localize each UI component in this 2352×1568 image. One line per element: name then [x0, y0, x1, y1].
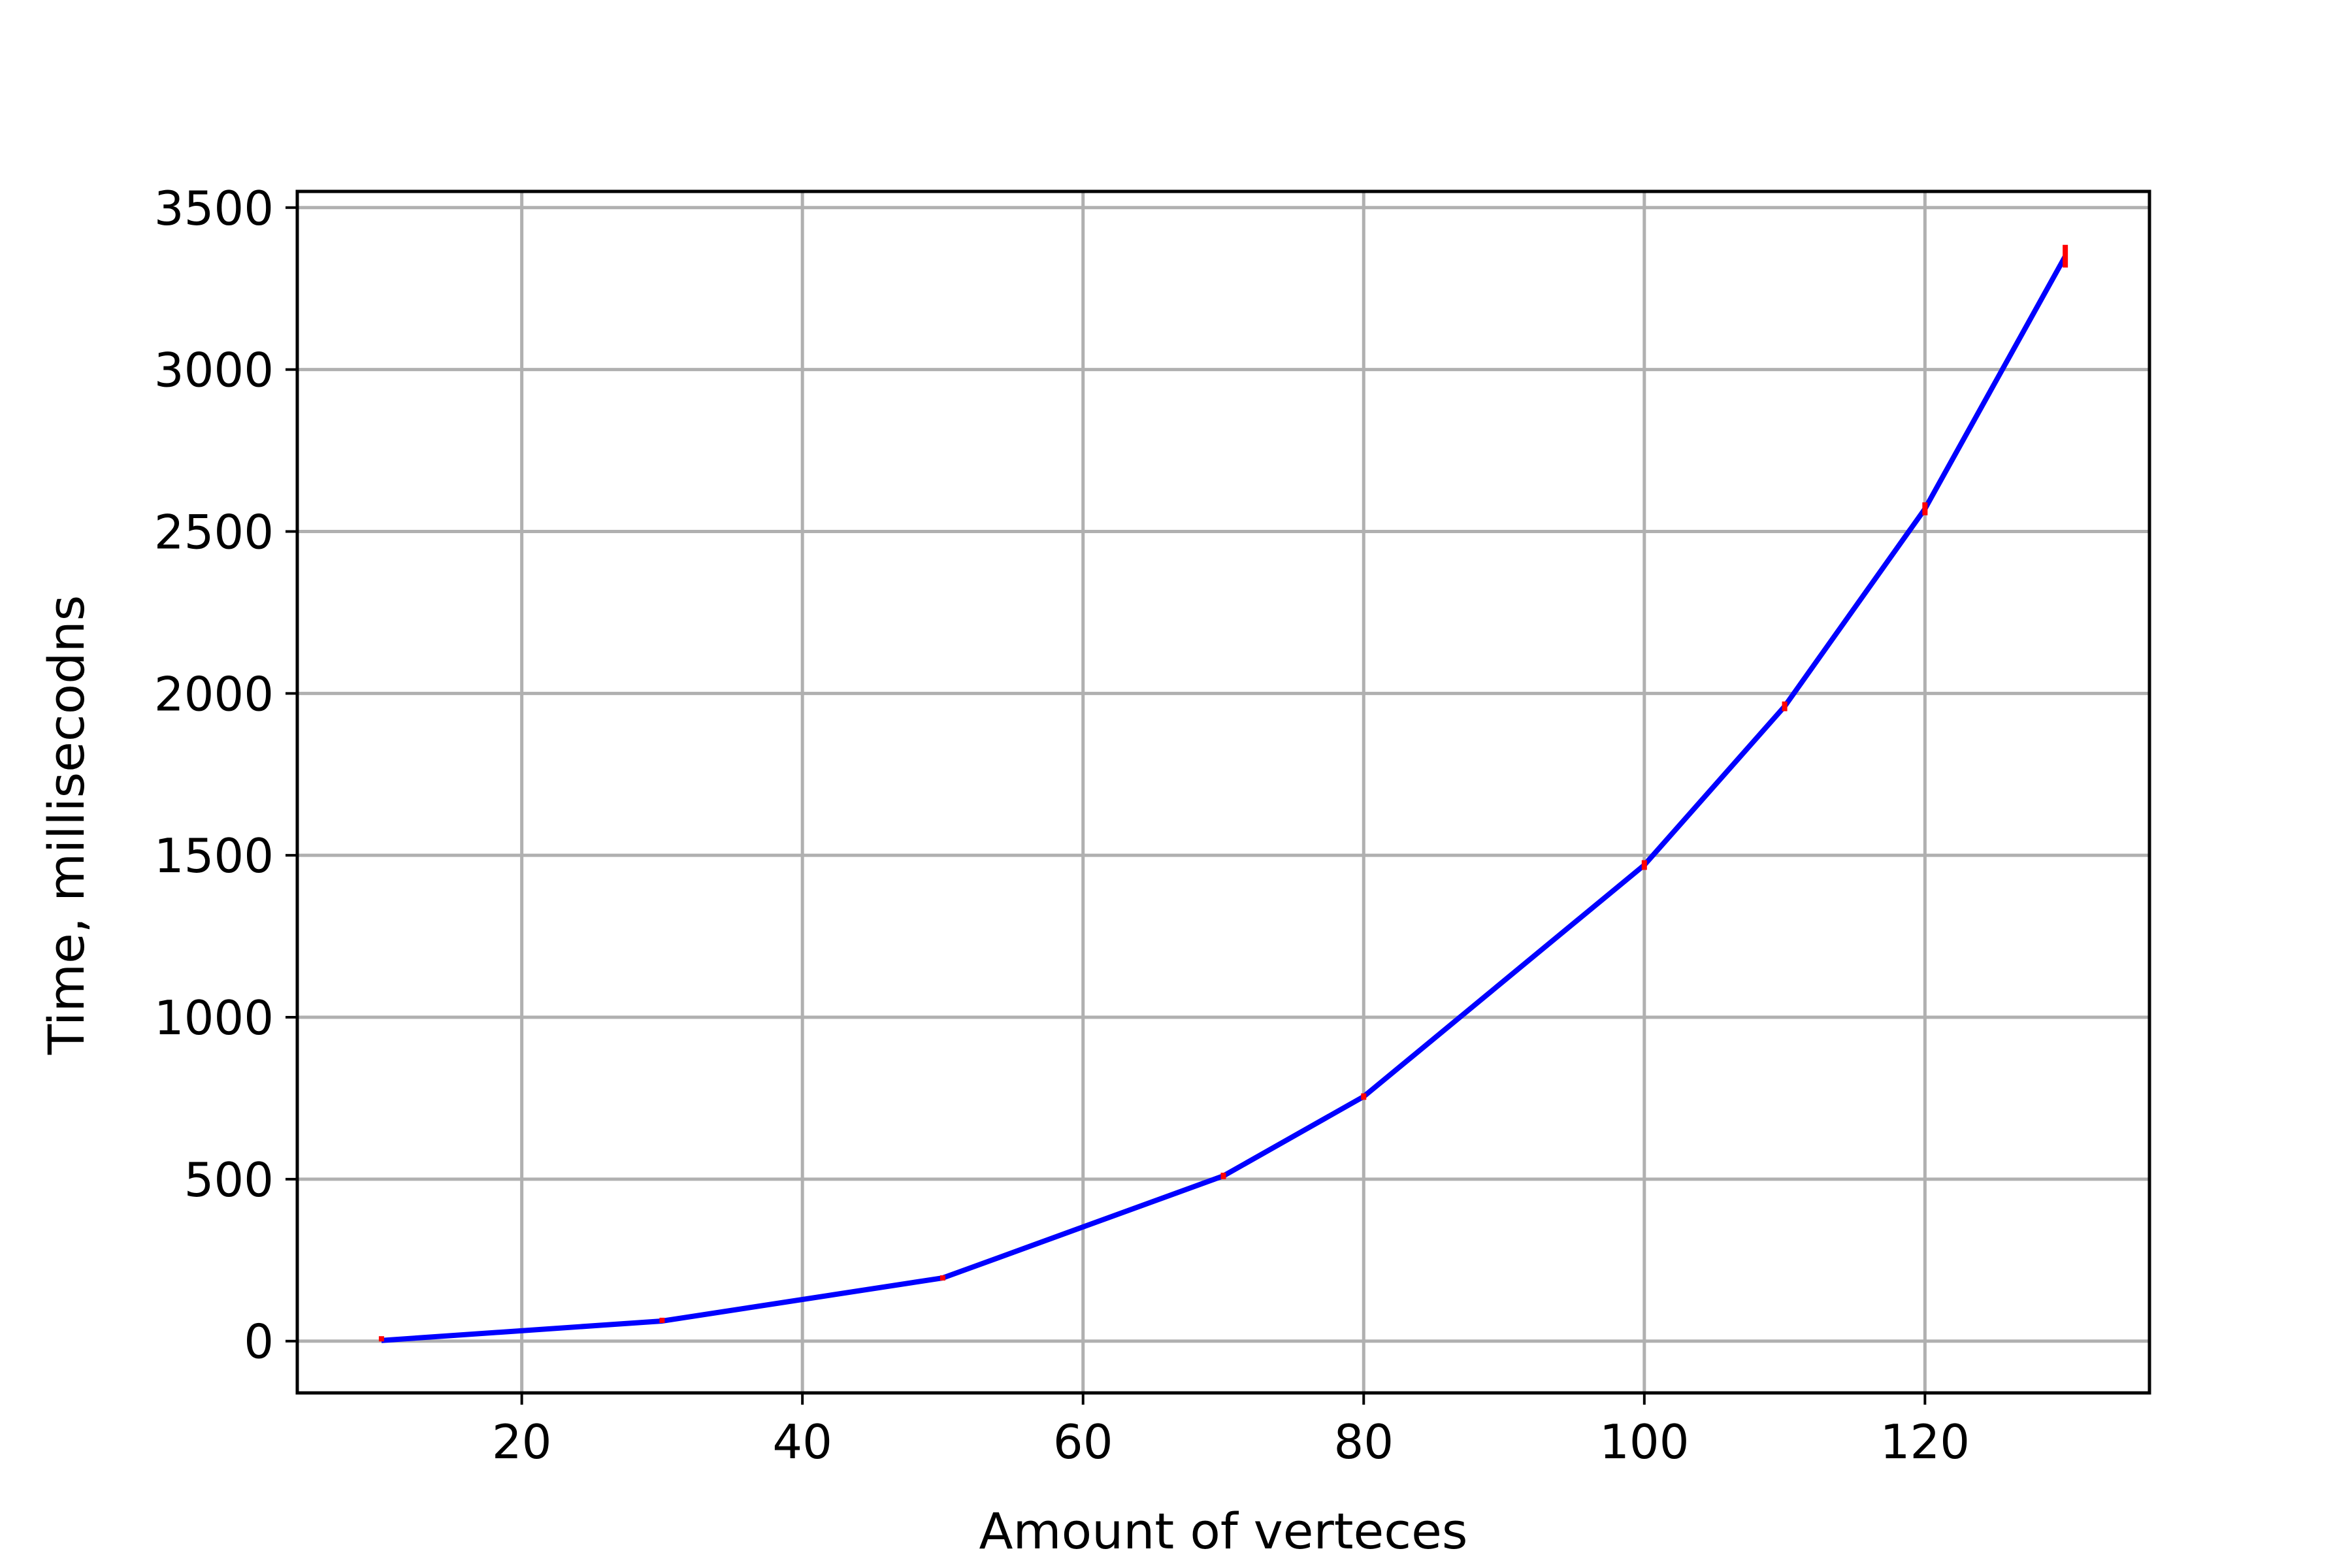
y-tick-label: 500 [184, 1152, 274, 1207]
y-tick-label: 2500 [154, 504, 274, 559]
x-tick-label: 120 [1880, 1414, 1970, 1469]
x-tick-label: 60 [1053, 1414, 1113, 1469]
x-tick-label: 20 [492, 1414, 552, 1469]
y-tick-label: 2000 [154, 666, 274, 721]
y-tick-label: 1000 [154, 990, 274, 1045]
grid [297, 191, 2149, 1393]
y-tick-label: 3500 [154, 181, 274, 236]
x-tick-label: 100 [1599, 1414, 1689, 1469]
x-tick-label: 80 [1333, 1414, 1394, 1469]
plot-frame [295, 189, 2151, 1395]
x-axis-label: Amount of verteces [979, 1502, 1468, 1560]
series [378, 244, 2068, 1343]
y-tick-label: 0 [244, 1315, 274, 1369]
tick-labels: 20 40 60 80 100 120 0 500 1000 1500 2000 2500 3000 35… [154, 181, 1970, 1469]
y-tick-label: 1500 [154, 828, 274, 883]
y-axis-label: Time, millisecodns [37, 595, 95, 1055]
x-tick-label: 40 [772, 1414, 832, 1469]
y-tick-label: 3000 [154, 343, 274, 398]
axis-ticks [286, 206, 1927, 1405]
